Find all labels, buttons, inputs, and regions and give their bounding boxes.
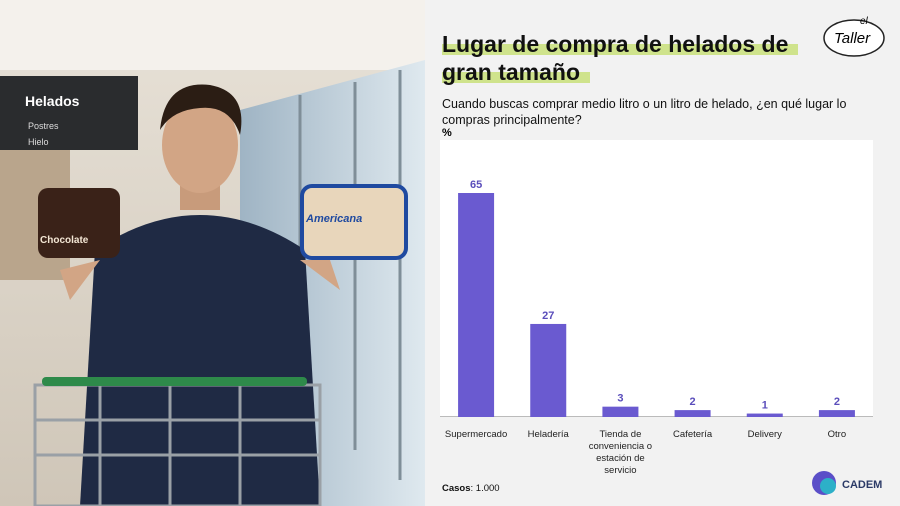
chart: 65 27 3 2 1 2 bbox=[440, 140, 873, 417]
value-label: 1 bbox=[762, 400, 768, 412]
bar bbox=[674, 410, 711, 417]
logo-taller: el Taller bbox=[823, 16, 885, 57]
unit-label: % bbox=[442, 127, 452, 139]
x-tick-label: Delivery bbox=[747, 429, 782, 440]
x-tick-label: Otro bbox=[827, 429, 847, 440]
value-label: 2 bbox=[690, 396, 696, 408]
bar bbox=[530, 323, 567, 417]
footnote-label: Casos bbox=[442, 483, 471, 494]
sign-text: Postres bbox=[28, 121, 59, 131]
bar bbox=[818, 410, 855, 417]
sign-text: Helados bbox=[25, 93, 80, 109]
ceiling bbox=[0, 0, 425, 70]
value-label: 27 bbox=[542, 310, 554, 322]
photo: Helados Postres Hielo Chocolate American… bbox=[0, 0, 425, 506]
tub-left bbox=[38, 188, 120, 258]
tub-text: Chocolate bbox=[40, 235, 89, 246]
title-text: Lugar de compra de helados de gran tamañ… bbox=[442, 31, 799, 85]
cart-handle bbox=[42, 377, 307, 386]
sign-text: Hielo bbox=[28, 137, 49, 147]
bar bbox=[602, 406, 639, 417]
plot-area bbox=[440, 140, 873, 417]
title: Lugar de compra de helados de gran tamañ… bbox=[442, 30, 822, 86]
person-hair bbox=[160, 84, 242, 135]
logo-text: CADEM bbox=[842, 479, 882, 491]
person-head bbox=[162, 97, 238, 193]
subtitle: Cuando buscas comprar medio litro o un l… bbox=[442, 97, 847, 127]
bar bbox=[746, 413, 783, 417]
logo-cadem: CADEM bbox=[812, 471, 882, 495]
tub-right bbox=[300, 184, 408, 260]
logo-text: el bbox=[860, 16, 869, 27]
bar bbox=[458, 193, 495, 417]
person-shirt bbox=[80, 215, 320, 506]
aisle-sign bbox=[0, 76, 138, 150]
value-label: 2 bbox=[834, 396, 840, 408]
x-tick-label: Supermercado bbox=[444, 429, 508, 440]
x-tick-label: Tienda de conveniencia o estación de ser… bbox=[588, 429, 653, 476]
x-tick-label: Cafetería bbox=[673, 429, 713, 440]
value-label: 65 bbox=[470, 179, 482, 191]
tub-text: Americana bbox=[305, 213, 362, 225]
person-arms bbox=[60, 260, 340, 300]
x-tick-label: Heladería bbox=[527, 429, 569, 440]
footnote-value: : 1.000 bbox=[470, 483, 500, 494]
footnote: Casos: 1.000 bbox=[442, 483, 500, 494]
logo-text: Taller bbox=[834, 30, 871, 47]
value-label: 3 bbox=[617, 393, 623, 405]
